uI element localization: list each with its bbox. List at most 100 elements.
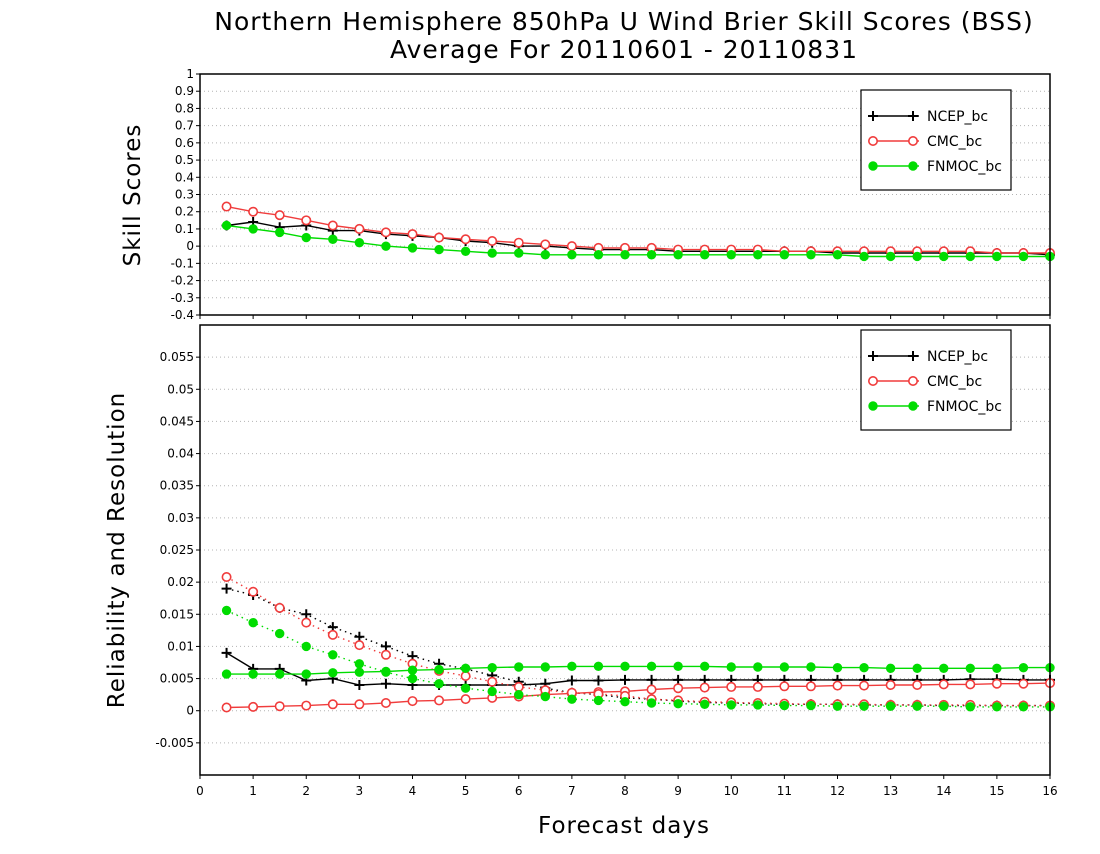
x-tick-label: 5	[462, 784, 470, 798]
panel-2-y-tick-label: 0.03	[167, 511, 194, 525]
panel-2-series-fnmoc-bc-reliability-point	[301, 669, 311, 679]
panel-1-series-cmc-bc-line	[226, 205, 1050, 254]
panel-2-series-cmc-bc-resolution-point	[380, 649, 391, 660]
panel-1-series-fnmoc-bc-point	[593, 250, 604, 260]
panel-1-series-fnmoc-bc-point	[328, 234, 338, 244]
panel-2-y-tick-label: 0.02	[167, 575, 194, 589]
x-tick-label: 4	[409, 784, 417, 798]
panel-2-series-fnmoc-bc-resolution-point	[460, 683, 471, 693]
panel-2-series-ncep-bc-reliability-point	[380, 678, 391, 689]
panel-2-series-fnmoc-bc-reliability-point	[593, 661, 604, 672]
panel-2-series-ncep-bc-reliability-point	[566, 675, 577, 686]
panel-1-series-fnmoc-bc-point	[646, 250, 657, 260]
panel-2-series-cmc-bc-resolution-point	[301, 617, 312, 628]
panel-2-series-fnmoc-bc-resolution-point	[407, 673, 418, 684]
panel-1-y-tick-label: 0.6	[175, 136, 194, 150]
panel-2-series-fnmoc-bc-resolution-point	[620, 697, 630, 707]
panel-2-legend-marker	[868, 401, 878, 411]
panel-2-series-fnmoc-bc-resolution-point	[567, 694, 577, 704]
panel-1-y-tick-label: -0.1	[171, 256, 194, 270]
panel-2-legend-marker	[908, 401, 918, 411]
panel-1-y-tick-label: 1	[186, 67, 194, 81]
panel-2-series-fnmoc-bc-reliability-point	[859, 662, 869, 673]
panel-1-y-tick-label: 0.9	[175, 84, 194, 98]
panel-2-series-cmc-bc-reliability-point	[859, 680, 870, 691]
panel-1-series-fnmoc-bc-point	[1018, 251, 1029, 262]
panel-2-legend-marker	[908, 351, 918, 361]
panel-1-series-fnmoc-bc-point	[514, 248, 524, 258]
x-tick-label: 13	[883, 784, 898, 798]
panel-2-series-fnmoc-bc-reliability-point	[354, 667, 365, 677]
panel-2-series-cmc-bc-resolution-point	[487, 676, 498, 687]
panel-2-series-cmc-bc-reliability-line	[226, 682, 1051, 709]
panel-1-series-fnmoc-bc-point	[726, 250, 736, 260]
panel-2-series-cmc-bc-reliability-point	[885, 679, 896, 690]
panel-1-y-tick-label: 0.4	[175, 170, 194, 184]
panel-2-series-ncep-bc-reliability-point	[593, 675, 604, 686]
panel-2-series-fnmoc-bc-reliability-point	[460, 663, 471, 673]
panel-2-series-cmc-bc-reliability-point	[221, 702, 232, 713]
panel-2-series-fnmoc-bc-resolution-point	[540, 691, 551, 702]
panel-2-series-fnmoc-bc-reliability-point	[248, 669, 258, 679]
panel-2-legend-label: CMC_bc	[927, 374, 982, 390]
panel-2-series-fnmoc-bc-reliability-point	[806, 662, 816, 672]
panel-1-series-fnmoc-bc-point	[434, 244, 444, 255]
panel-1-series-fnmoc-bc-point	[965, 251, 976, 262]
plot-layer: -0.4 -0.3 -0.2 -0.1 0 0.1 0.2 0.3 0.4 0.5 0.6 0.7 0.…	[155, 67, 1057, 798]
panel-2-series-cmc-bc-reliability-point	[779, 681, 790, 692]
panel-1-series-fnmoc-bc-point	[673, 250, 683, 260]
panel-2-series-fnmoc-bc-reliability-point	[699, 661, 710, 672]
panel-2-y-tick-label: 0.045	[160, 414, 194, 428]
panel-1-y-tick-label: -0.3	[171, 291, 194, 305]
panel-2-y-tick-label: 0.01	[167, 639, 194, 653]
panel-1-series-fnmoc-bc-point	[221, 220, 232, 231]
panel-2-series-fnmoc-bc-reliability-point	[487, 662, 497, 673]
panel-1-series-cmc-bc-point	[327, 220, 338, 231]
panel-2-y-tick-label: 0.015	[160, 607, 194, 621]
panel-2-y-axis-title: Reliability and Resolution	[104, 392, 130, 708]
panel-2-series-ncep-bc-resolution-point	[354, 631, 365, 642]
panel-2-legend-box	[860, 329, 1012, 431]
panel-2-series-fnmoc-bc-resolution-point	[221, 605, 232, 616]
panel-2-series-cmc-bc-reliability-point	[1018, 678, 1029, 689]
x-tick-label: 15	[989, 784, 1004, 798]
panel-2-series-fnmoc-bc-reliability-line	[226, 665, 1050, 675]
panel-1-series-fnmoc-bc-point	[699, 250, 710, 260]
panel-2-series-cmc-bc-resolution-point	[221, 571, 232, 582]
panel-2-series-fnmoc-bc-reliability-point	[646, 661, 657, 672]
x-tick-label: 3	[356, 784, 364, 798]
panel-1-series-fnmoc-bc-point	[939, 251, 949, 262]
panel-2-series-fnmoc-bc-reliability-point	[726, 662, 736, 672]
panel-1-legend-box	[860, 89, 1012, 191]
panel-2-series-ncep-bc-resolution-point	[221, 583, 232, 594]
panel-1-series-fnmoc-bc-point	[540, 250, 551, 260]
panel-2-series-fnmoc-bc-resolution-point	[965, 702, 976, 712]
panel-2-series-fnmoc-bc-reliability-point	[328, 668, 338, 678]
panel-2-series-fnmoc-bc-resolution-point	[248, 617, 258, 628]
panel-2-series-cmc-bc-reliability-point	[354, 699, 365, 710]
x-tick-label: 0	[196, 784, 204, 798]
panel-1-series-fnmoc-bc-point	[779, 250, 790, 260]
panel-2-series-fnmoc-bc-reliability-point	[407, 665, 418, 675]
panel-2-series-fnmoc-bc-reliability-point	[992, 663, 1002, 673]
panel-2-series-ncep-bc-reliability-point	[221, 647, 232, 658]
panel-1-series-cmc-bc-point	[407, 229, 418, 240]
panel-1-y-tick-label: 0	[186, 239, 194, 253]
panel-2-series-cmc-bc-reliability-point	[752, 681, 763, 692]
panel-2-series-ncep-bc-reliability-point	[620, 674, 630, 685]
panel-2-y-tick-label: 0.025	[160, 543, 194, 557]
panel-2-y-tick-label: -0.005	[155, 736, 194, 750]
panel-2-series-fnmoc-bc-resolution-point	[328, 650, 338, 660]
panel-2-series-fnmoc-bc-reliability-point	[965, 663, 976, 673]
chart-subtitle: Average For 20110601 - 20110831	[390, 35, 858, 64]
panel-2-series-fnmoc-bc-resolution-point	[939, 701, 949, 711]
panel-2-series-ncep-bc-reliability-point	[673, 674, 684, 685]
panel-1-y-tick-label: -0.2	[171, 274, 194, 288]
panel-1-series-fnmoc-bc-point	[381, 241, 391, 251]
panel-1-legend-label: CMC_bc	[927, 134, 982, 150]
panel-1-series-fnmoc-bc-point	[407, 243, 418, 253]
x-tick-label: 16	[1042, 784, 1057, 798]
x-tick-label: 11	[777, 784, 792, 798]
panel-2-frame	[199, 324, 1051, 776]
